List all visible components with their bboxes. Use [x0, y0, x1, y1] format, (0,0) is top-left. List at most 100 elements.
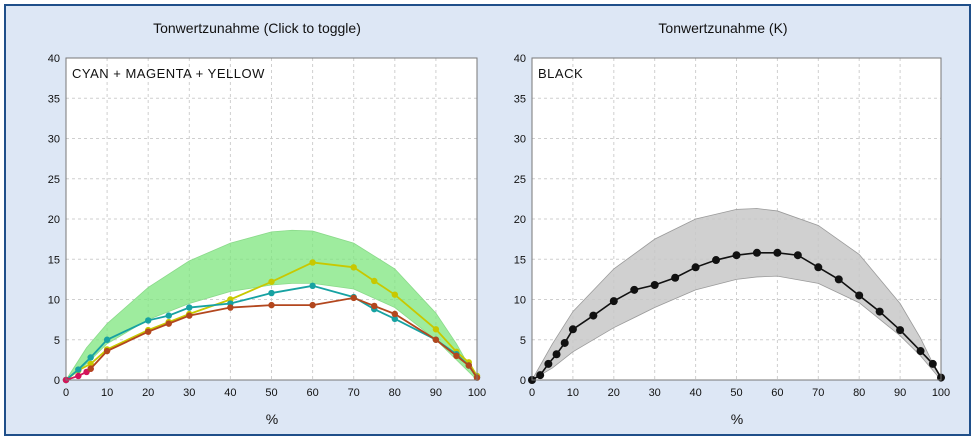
data-point	[186, 312, 193, 319]
data-point	[268, 289, 275, 297]
data-point	[691, 263, 700, 272]
data-point	[630, 285, 639, 294]
data-point	[916, 347, 925, 356]
data-point	[560, 338, 569, 347]
data-point	[855, 291, 864, 300]
x-tick-label: 100	[932, 387, 950, 399]
y-tick-label: 20	[514, 214, 526, 226]
y-tick-label: 10	[514, 295, 526, 307]
x-tick-label: 80	[389, 387, 401, 399]
data-point	[453, 352, 460, 360]
data-point	[75, 372, 82, 380]
y-tick-label: 20	[48, 214, 60, 226]
plot-border	[531, 57, 942, 381]
y-tick-label: 30	[48, 134, 60, 146]
chart-title: Tonwertzunahme (K)	[658, 20, 787, 36]
y-tick-label: 15	[48, 254, 60, 266]
x-tick-label: 90	[430, 387, 442, 399]
y-tick-label: 40	[514, 53, 526, 65]
x-tick-label: 60	[771, 387, 783, 399]
data-point	[568, 325, 577, 334]
data-point	[732, 251, 741, 260]
chart-cmy[interactable]: Tonwertzunahme (Click to toggle) 0 5 10 15 2…	[48, 20, 486, 427]
data-point	[309, 301, 316, 309]
x-tick-label: 40	[224, 387, 236, 399]
y-tick-label: 5	[54, 335, 60, 347]
data-point	[671, 273, 680, 282]
x-axis-label: %	[266, 411, 278, 427]
y-tick-label: 25	[48, 174, 60, 186]
data-point	[391, 310, 398, 318]
data-point	[432, 326, 440, 333]
y-tick-label: 35	[48, 93, 60, 105]
plot-border	[65, 57, 478, 381]
data-point	[75, 366, 82, 373]
x-tick-label: 30	[649, 387, 661, 399]
data-point	[391, 291, 398, 298]
y-tick-label: 15	[514, 254, 526, 266]
chart-black: Tonwertzunahme (K) 0 5 10 15 20 25 30 35 40 0 10 20…	[514, 20, 950, 427]
x-tick-label: 50	[265, 387, 277, 399]
data-point	[793, 251, 802, 260]
x-tick-label: 70	[348, 387, 360, 399]
data-point	[773, 248, 782, 257]
x-tick-label: 20	[608, 387, 620, 399]
data-point	[650, 281, 659, 290]
data-point	[87, 360, 94, 368]
data-point	[552, 350, 561, 359]
inset-label: CYAN + MAGENTA + YELLOW	[72, 66, 265, 81]
x-tick-label: 30	[183, 387, 195, 399]
data-point	[87, 365, 94, 372]
data-point	[309, 259, 316, 266]
x-tick-label: 90	[894, 387, 906, 399]
x-tick-label: 80	[853, 387, 865, 399]
x-tick-label: 100	[468, 387, 486, 399]
data-point	[465, 362, 472, 369]
data-point	[896, 326, 905, 335]
data-point	[103, 347, 111, 355]
y-tick-label: 25	[514, 174, 526, 186]
data-point	[371, 302, 378, 310]
data-point	[712, 256, 721, 265]
x-tick-label: 50	[730, 387, 742, 399]
x-tick-label: 20	[142, 387, 154, 399]
data-point	[87, 354, 94, 361]
data-point	[165, 312, 172, 319]
y-tick-label: 0	[520, 375, 526, 387]
data-point	[609, 297, 618, 306]
data-point	[391, 315, 398, 323]
data-point	[309, 282, 316, 290]
data-point	[268, 301, 275, 309]
x-tick-label: 10	[101, 387, 113, 399]
y-tick-label: 0	[54, 375, 60, 387]
data-point	[268, 278, 275, 285]
data-point	[432, 336, 440, 343]
data-point	[350, 264, 357, 271]
data-point	[928, 359, 937, 368]
data-point	[145, 328, 152, 335]
x-tick-label: 40	[689, 387, 701, 399]
data-point	[165, 320, 172, 327]
y-tick-label: 35	[514, 93, 526, 105]
x-tick-label: 0	[529, 387, 535, 399]
y-tick-label: 40	[48, 53, 60, 65]
data-point	[103, 336, 111, 343]
data-point	[814, 263, 823, 272]
data-point	[145, 317, 152, 324]
data-point	[589, 311, 598, 320]
x-axis-label: %	[731, 411, 743, 427]
x-tick-label: 0	[63, 387, 69, 399]
x-tick-label: 70	[812, 387, 824, 399]
x-tick-label: 60	[306, 387, 318, 399]
data-point	[834, 275, 843, 284]
data-point	[752, 248, 761, 257]
chart-title[interactable]: Tonwertzunahme (Click to toggle)	[153, 20, 361, 36]
y-tick-label: 5	[520, 335, 526, 347]
data-point	[875, 307, 884, 316]
data-point	[536, 371, 545, 380]
y-tick-label: 10	[48, 295, 60, 307]
y-tick-label: 30	[514, 134, 526, 146]
data-point	[186, 304, 193, 311]
data-point	[227, 304, 234, 311]
